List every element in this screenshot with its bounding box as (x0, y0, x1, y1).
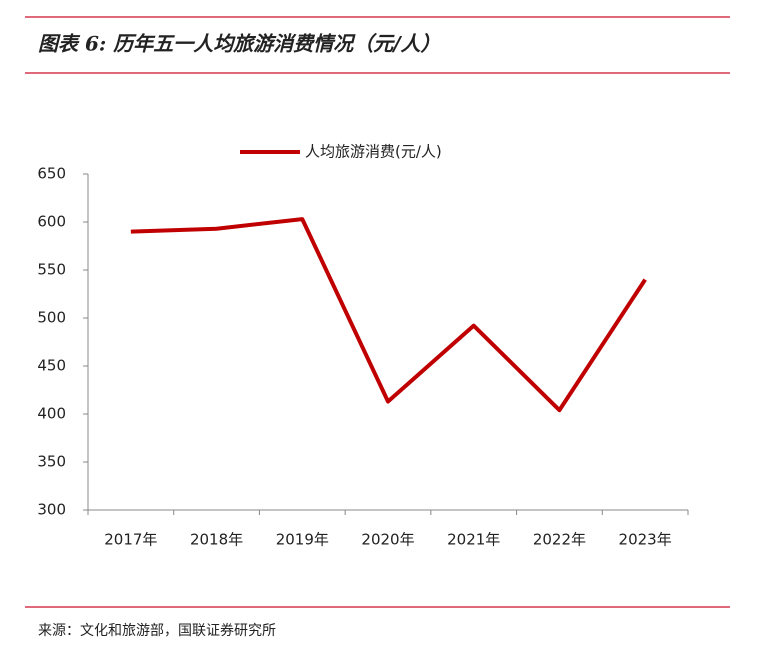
legend-label: 人均旅游消费(元/人) (305, 143, 442, 161)
y-tick-label: 350 (37, 453, 66, 471)
x-tick-label: 2022年 (533, 531, 586, 549)
y-tick-label: 450 (37, 357, 66, 375)
y-tick-label: 300 (37, 501, 66, 519)
page-title: 图表 6: 历年五一人均旅游消费情况（元/人） (38, 32, 441, 56)
y-tick-label: 600 (37, 213, 66, 231)
x-tick-label: 2021年 (447, 531, 500, 549)
x-tick-label: 2017年 (104, 531, 157, 549)
y-tick-label: 550 (37, 261, 66, 279)
y-tick-label: 500 (37, 309, 66, 327)
y-tick-label: 400 (37, 405, 66, 423)
line-series (130, 217, 647, 413)
x-tick-label: 2023年 (619, 531, 672, 549)
x-tick-label: 2020年 (361, 531, 414, 549)
x-tick-label: 2019年 (276, 531, 329, 549)
y-tick-label: 650 (37, 165, 66, 183)
x-tick-label: 2018年 (190, 531, 243, 549)
source: 来源：文化和旅游部，国联证券研究所 (38, 623, 276, 639)
